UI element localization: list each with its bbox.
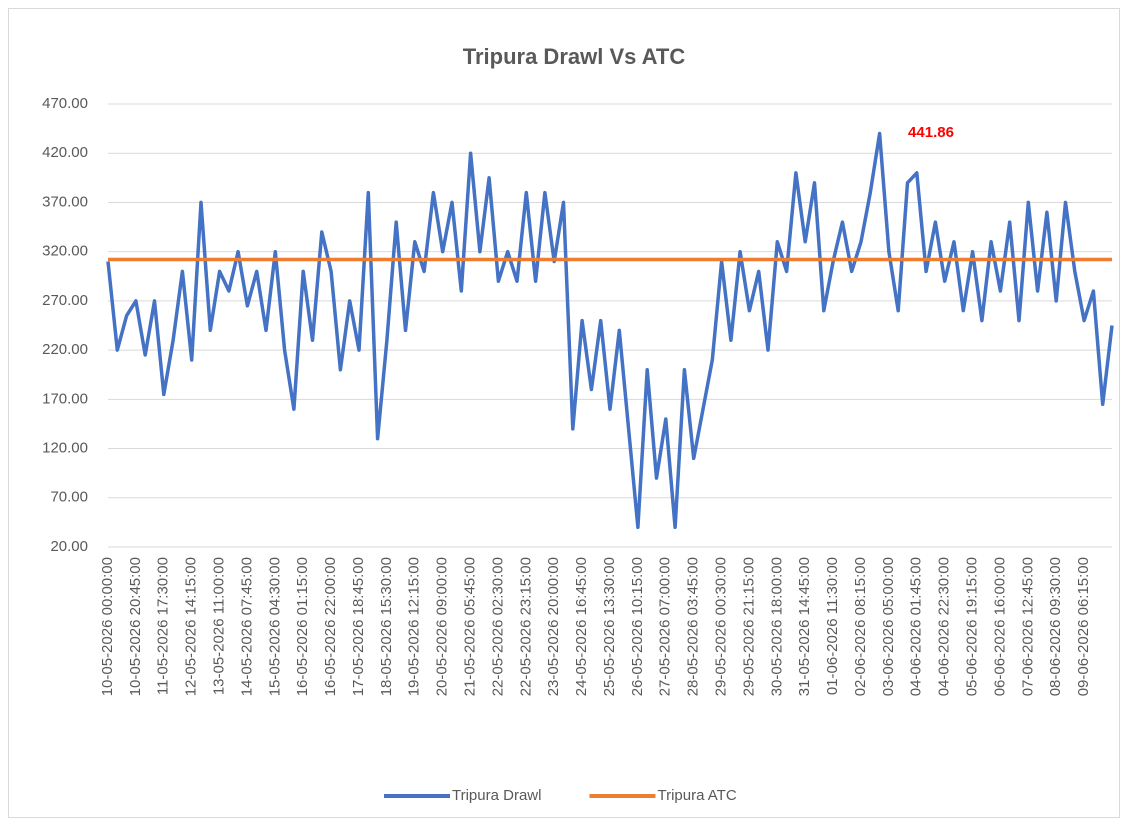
x-tick-label: 18-05-2026 15:30:00 (378, 557, 395, 696)
x-tick-label: 19-05-2026 12:15:00 (406, 557, 423, 696)
chart-title: Tripura Drawl Vs ATC (463, 44, 686, 69)
y-tick-label: 370.00 (42, 193, 88, 210)
series-line (106, 131, 1114, 530)
annotation: 441.86 (908, 124, 954, 141)
x-tick-label: 25-05-2026 13:30:00 (601, 557, 618, 696)
x-tick-label: 04-06-2026 01:45:00 (908, 557, 925, 696)
x-tick-label: 29-05-2026 00:30:00 (713, 557, 730, 696)
x-tick-label: 30-05-2026 18:00:00 (768, 557, 785, 696)
y-tick-label: 270.00 (42, 292, 88, 309)
y-tick-label: 170.00 (42, 390, 88, 407)
y-tick-label: 20.00 (50, 538, 88, 555)
x-tick-label: 07-06-2026 12:45:00 (1019, 557, 1036, 696)
x-tick-label: 05-06-2026 19:15:00 (964, 557, 981, 696)
x-tick-label: 10-05-2026 00:00:00 (99, 557, 116, 696)
x-tick-label: 06-06-2026 16:00:00 (991, 557, 1008, 696)
legend-label: Tripura ATC (657, 787, 736, 804)
x-tick-label: 13-05-2026 11:00:00 (211, 557, 228, 695)
x-tick-label: 16-05-2026 22:00:00 (322, 557, 339, 696)
x-tick-label: 15-05-2026 04:30:00 (266, 557, 283, 696)
x-tick-label: 29-05-2026 21:15:00 (740, 557, 757, 696)
x-tick-label: 10-05-2026 20:45:00 (127, 557, 144, 696)
x-tick-label: 23-05-2026 20:00:00 (545, 557, 562, 696)
x-tick-label: 31-05-2026 14:45:00 (796, 557, 813, 696)
y-tick-label: 70.00 (50, 489, 88, 506)
x-tick-label: 24-05-2026 16:45:00 (573, 557, 590, 696)
x-tick-label: 11-05-2026 17:30:00 (155, 557, 172, 695)
chart-border (8, 8, 1120, 818)
x-tick-label: 16-05-2026 01:15:00 (294, 557, 311, 696)
x-tick-label: 28-05-2026 03:45:00 (685, 557, 702, 696)
x-tick-label: 14-05-2026 07:45:00 (238, 557, 255, 696)
x-tick-label: 17-05-2026 18:45:00 (350, 557, 367, 696)
x-tick-label: 26-05-2026 10:15:00 (629, 557, 646, 696)
y-tick-label: 470.00 (42, 95, 88, 112)
x-tick-label: 22-05-2026 02:30:00 (489, 557, 506, 696)
x-tick-label: 03-06-2026 05:00:00 (880, 557, 897, 696)
x-tick-label: 22-05-2026 23:15:00 (517, 557, 534, 696)
x-tick-label: 27-05-2026 07:00:00 (657, 557, 674, 696)
y-tick-label: 220.00 (42, 341, 88, 358)
x-tick-label: 01-06-2026 11:30:00 (824, 557, 841, 695)
x-tick-label: 04-06-2026 22:30:00 (936, 557, 953, 696)
x-tick-label: 02-06-2026 08:15:00 (852, 557, 869, 696)
x-tick-label: 20-05-2026 09:00:00 (434, 557, 451, 696)
x-tick-label: 12-05-2026 14:15:00 (183, 557, 200, 696)
y-tick-label: 320.00 (42, 243, 88, 260)
x-tick-label: 09-06-2026 06:15:00 (1075, 557, 1092, 696)
y-tick-label: 120.00 (42, 440, 88, 457)
y-tick-label: 420.00 (42, 144, 88, 161)
x-tick-label: 21-05-2026 05:45:00 (462, 557, 479, 696)
x-tick-label: 08-06-2026 09:30:00 (1047, 557, 1064, 696)
legend-label: Tripura Drawl (452, 787, 541, 804)
